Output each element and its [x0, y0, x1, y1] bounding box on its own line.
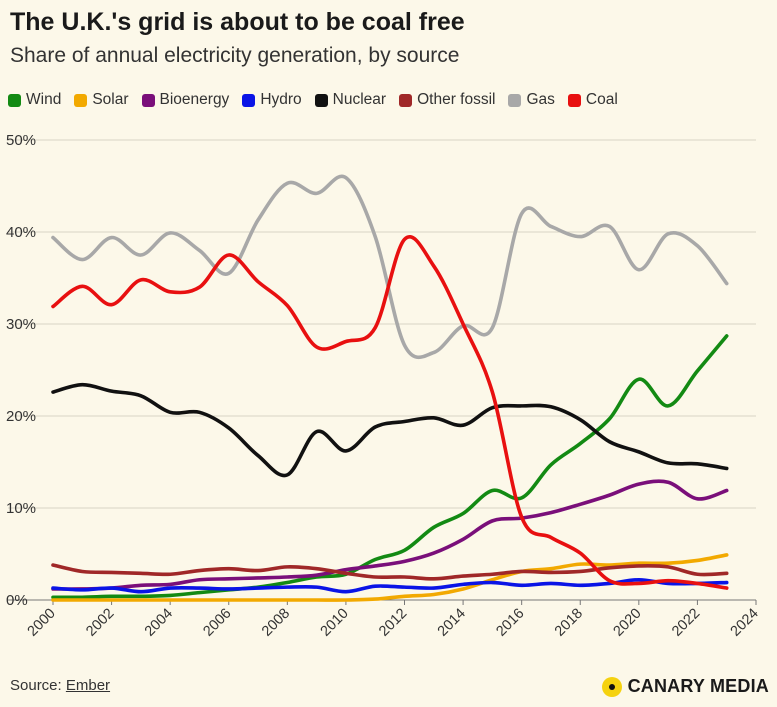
series-line-other-fossil [51, 563, 729, 581]
legend-item-other-fossil: Other fossil [399, 91, 495, 109]
legend-swatch [74, 93, 88, 107]
series-line-bioenergy [51, 479, 729, 591]
x-tick-label: 2006 [200, 606, 234, 640]
legend-swatch [399, 93, 413, 107]
x-tick-label: 2022 [669, 606, 703, 640]
legend-item-gas: Gas [508, 91, 555, 109]
legend-item-nuclear: Nuclear [314, 91, 387, 109]
legend-swatch [567, 93, 581, 107]
legend-label: Hydro [260, 91, 302, 108]
chart-subtitle: Share of annual electricity generation, … [10, 44, 460, 67]
legend-item-hydro: Hydro [242, 91, 302, 109]
x-tick-label: 2002 [83, 606, 117, 640]
y-tick-label: 50% [6, 132, 36, 149]
chart-legend: Wind Solar Bioenergy Hydro Nuclear Other foss… [8, 91, 618, 109]
legend-label: Bioenergy [159, 91, 230, 108]
series-line-coal [51, 235, 729, 590]
legend-label: Coal [585, 91, 618, 108]
series-line-wind [51, 334, 729, 600]
y-tick-label: 20% [6, 408, 36, 425]
legend-label: Other fossil [417, 91, 496, 108]
x-tick-label: 2008 [259, 606, 293, 640]
y-tick-label: 0% [6, 592, 28, 609]
x-tick-label: 2020 [611, 606, 645, 640]
legend-item-wind: Wind [8, 91, 61, 109]
legend-swatch [508, 93, 522, 107]
x-tick-label: 2024 [728, 606, 762, 640]
chart-title: The U.K.'s grid is about to be coal free [10, 8, 465, 36]
legend-swatch [242, 93, 256, 107]
source-note: Source: Ember [10, 677, 110, 694]
x-tick-label: 2014 [435, 606, 469, 640]
x-tick-label: 2018 [552, 606, 586, 640]
x-tick-label: 2016 [493, 606, 527, 640]
y-tick-label: 30% [6, 316, 36, 333]
y-tick-label: 40% [6, 224, 36, 241]
legend-swatch [8, 93, 21, 107]
legend-label: Nuclear [332, 91, 387, 108]
brand-name: CANARY MEDIA [627, 676, 769, 696]
series-line-gas [51, 174, 729, 360]
legend-label: Wind [26, 91, 62, 108]
x-tick-label: 2000 [25, 606, 59, 640]
legend-item-coal: Coal [567, 91, 618, 109]
series-line-nuclear [51, 382, 729, 478]
legend-label: Solar [92, 91, 129, 108]
y-tick-label: 10% [6, 500, 36, 517]
legend-label: Gas [526, 91, 555, 108]
source-label: Source: [10, 677, 62, 694]
brand-logo: CANARY MEDIA [601, 676, 769, 697]
x-tick-label: 2004 [142, 606, 176, 640]
series-line-solar [51, 553, 729, 602]
legend-swatch [314, 93, 328, 107]
canary-icon [601, 676, 622, 697]
x-tick-label: 2012 [376, 606, 410, 640]
source-link[interactable]: Ember [65, 677, 111, 694]
legend-item-bioenergy: Bioenergy [141, 91, 230, 109]
x-tick-label: 2010 [318, 606, 352, 640]
legend-item-solar: Solar [74, 91, 129, 109]
legend-swatch [141, 93, 155, 107]
